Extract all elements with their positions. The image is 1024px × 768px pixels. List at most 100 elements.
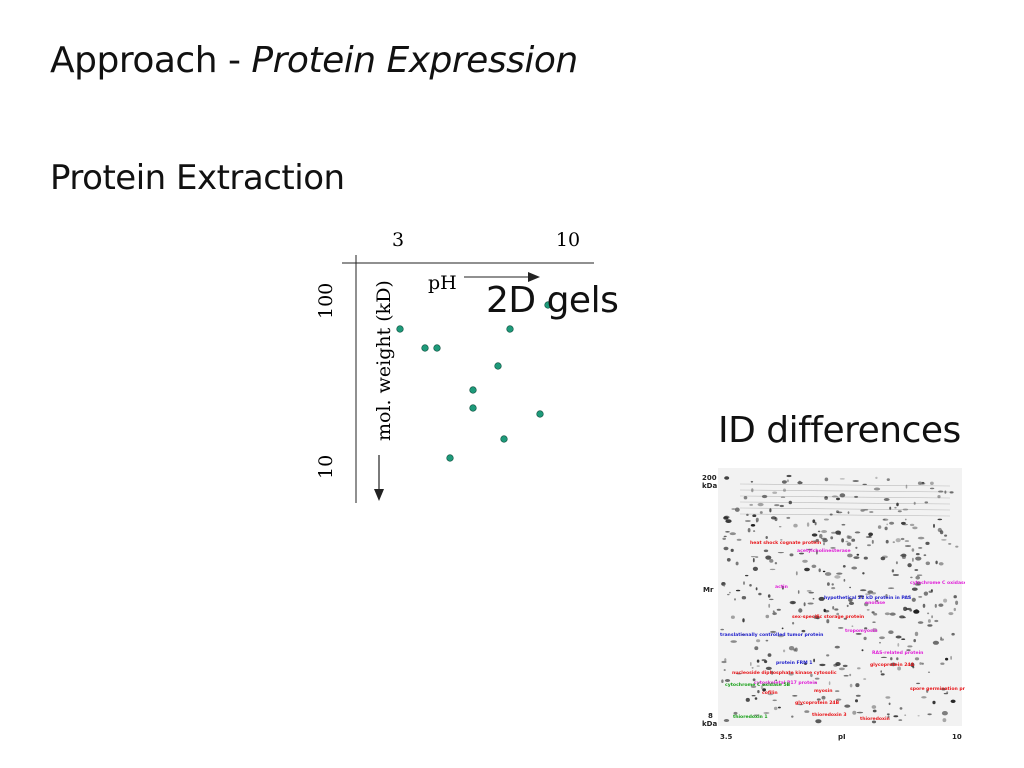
protein-spot: [938, 603, 944, 607]
protein-spot: [864, 602, 869, 607]
protein-spot: [907, 645, 913, 648]
protein-spot: [935, 560, 938, 565]
protein-spot: [941, 539, 947, 541]
protein-spot: [882, 518, 889, 521]
protein-spot: [765, 666, 772, 670]
protein-spot: [804, 567, 810, 572]
protein-spot: [835, 530, 841, 535]
protein-spot: [926, 689, 929, 693]
protein-spot: [836, 511, 843, 514]
protein-spot: [814, 677, 820, 680]
gel-protein-spots: [720, 474, 959, 724]
protein-spot: [849, 673, 852, 677]
protein-spot: [927, 619, 931, 623]
protein-spot: [820, 537, 827, 540]
protein-spot: [795, 571, 798, 576]
protein-spot: [855, 694, 861, 697]
protein-spot: [841, 538, 844, 543]
protein-spot: [867, 544, 871, 547]
protein-spot: [756, 665, 760, 667]
protein-spot: [886, 713, 890, 715]
protein-spot: [871, 539, 874, 544]
protein-spot: [948, 543, 952, 545]
protein-spot: [863, 556, 868, 560]
protein-spot: [888, 630, 894, 634]
gel-annotation-label: cofilin: [762, 690, 778, 696]
protein-spot: [751, 667, 754, 669]
protein-spot: [863, 636, 867, 641]
gel-annotation-label: glycoprotein 24B: [795, 700, 840, 706]
protein-spot: [943, 598, 948, 603]
protein-spot: [904, 714, 907, 716]
gel-annotation-label: thioredoxin 1: [733, 714, 768, 720]
protein-spot: [733, 711, 738, 715]
protein-spot: [734, 598, 736, 601]
gel-streak: [739, 513, 951, 517]
protein-spot: [941, 687, 946, 691]
protein-spot: [848, 601, 855, 605]
protein-spot: [730, 548, 734, 552]
protein-spot: [819, 534, 823, 539]
protein-spot: [774, 562, 778, 565]
protein-spot: [941, 711, 948, 716]
protein-spot: [901, 638, 906, 640]
gel-mr-label: Mr: [703, 586, 714, 594]
protein-spot: [770, 516, 777, 520]
protein-spot: [845, 540, 849, 543]
protein-spot: [855, 683, 860, 688]
protein-spot: [749, 584, 752, 587]
protein-spot: [839, 478, 845, 480]
protein-spot: [923, 554, 927, 557]
protein-spot: [913, 639, 916, 643]
protein-spot: [743, 581, 745, 585]
protein-spot: [900, 537, 905, 541]
id-differences-heading: ID differences: [718, 410, 961, 451]
protein-spot: [808, 591, 814, 594]
gel-streak: [739, 489, 951, 493]
gel-schematic-diagram: 3 10 pH mol. weight (kD) 100 10: [315, 229, 594, 503]
protein-spot: [824, 572, 832, 576]
protein-spot: [907, 563, 912, 568]
ph-low-label: 3: [392, 229, 404, 251]
protein-spot: [772, 699, 777, 702]
protein-spot: [798, 480, 802, 485]
protein-spot: [752, 514, 757, 517]
protein-spot: [826, 654, 830, 657]
gel-spot: [500, 435, 508, 443]
protein-spot: [842, 664, 848, 668]
protein-spot: [736, 672, 742, 675]
gel-annotation-label: thioredoxin 3: [812, 712, 847, 718]
protein-spot: [755, 556, 759, 558]
protein-spot: [885, 696, 891, 699]
protein-spot: [880, 656, 887, 658]
gel-annotations: heat shock cognate protein sex-specific s…: [720, 540, 965, 722]
gel-mr-bottom-value: 8: [708, 712, 713, 720]
protein-spot: [855, 633, 862, 635]
protein-spot: [819, 663, 826, 667]
protein-spot: [765, 536, 768, 539]
protein-spot: [860, 509, 865, 512]
protein-spot: [916, 581, 921, 585]
protein-spot: [927, 713, 932, 716]
protein-spot: [923, 591, 929, 596]
protein-spot: [722, 537, 726, 540]
mw-arrow-head: [374, 489, 384, 501]
protein-spot: [901, 521, 906, 525]
protein-spot: [917, 481, 923, 485]
protein-spot: [903, 606, 908, 611]
protein-spot: [886, 523, 889, 526]
protein-spot: [751, 488, 754, 493]
protein-spot: [834, 645, 840, 649]
protein-spot: [752, 566, 758, 571]
protein-spot: [921, 696, 927, 699]
protein-spot: [826, 619, 830, 624]
protein-spot: [903, 616, 906, 619]
protein-spot: [913, 501, 916, 505]
protein-spot: [857, 667, 861, 670]
protein-spot: [843, 617, 848, 620]
protein-spot: [856, 711, 864, 714]
protein-spot: [831, 495, 838, 498]
protein-spot: [792, 621, 795, 625]
protein-spot: [862, 572, 865, 575]
protein-spot: [798, 608, 803, 613]
